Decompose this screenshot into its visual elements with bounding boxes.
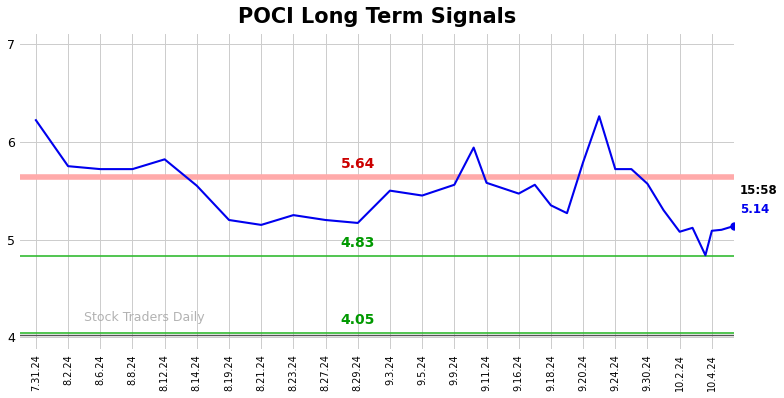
Text: 4.05: 4.05 [340,313,375,327]
Text: 15:58: 15:58 [740,183,778,197]
Text: Stock Traders Daily: Stock Traders Daily [84,311,205,324]
Text: 5.14: 5.14 [740,203,769,216]
Text: 5.64: 5.64 [340,157,375,171]
Text: 4.83: 4.83 [340,236,375,250]
Title: POCI Long Term Signals: POCI Long Term Signals [238,7,516,27]
